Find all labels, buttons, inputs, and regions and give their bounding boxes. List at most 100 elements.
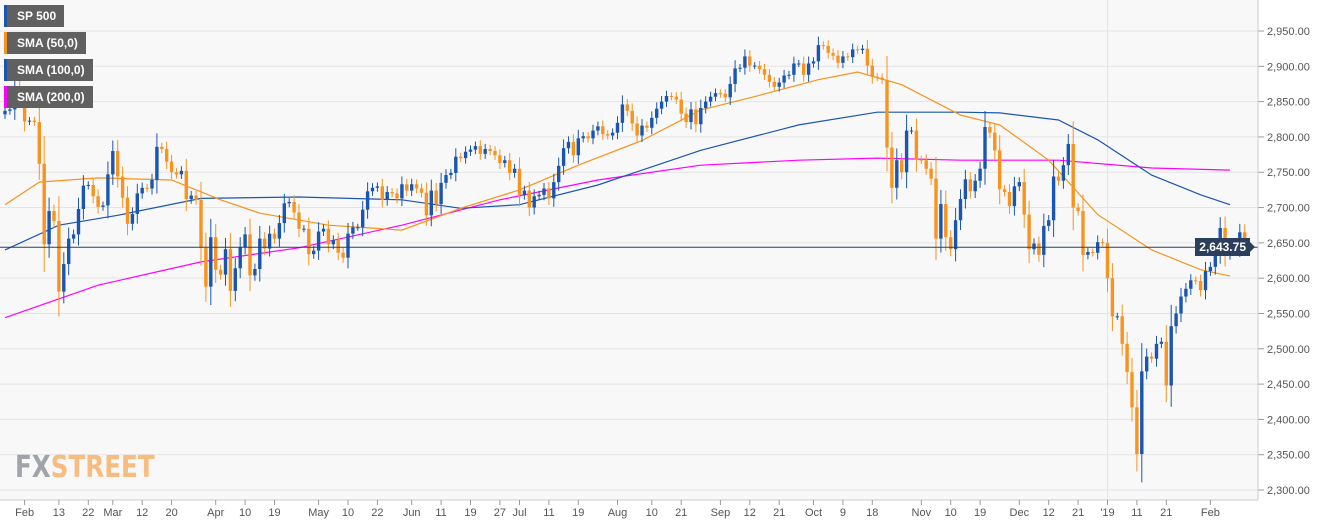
legend-sma200[interactable]: SMA (200,0): [4, 86, 93, 108]
candle-body: [341, 252, 345, 258]
x-tick-label: 20: [165, 507, 177, 519]
candle-body: [189, 195, 193, 200]
candle: [875, 73, 879, 82]
x-tick-label: 27: [494, 507, 506, 519]
candle-body: [757, 65, 762, 70]
candle-body: [1017, 182, 1021, 187]
candle-body: [297, 212, 301, 229]
candle-body: [914, 130, 919, 160]
x-tick-label: 12: [1043, 507, 1055, 519]
candle: [733, 60, 737, 93]
legend-sma100[interactable]: SMA (100,0): [4, 59, 93, 81]
candle: [620, 95, 625, 132]
candle: [757, 61, 762, 74]
x-tick-label: Sep: [711, 507, 731, 519]
candle-body: [900, 160, 904, 173]
candle-body: [645, 125, 649, 128]
candle: [806, 56, 811, 82]
candle: [111, 140, 115, 185]
candle: [968, 172, 972, 199]
logo-street: STREET: [50, 450, 155, 485]
candle-body: [561, 148, 566, 166]
candle-body: [552, 182, 556, 199]
candle: [1130, 357, 1134, 422]
candle-body: [140, 187, 144, 194]
candle: [91, 178, 95, 204]
candle-body: [76, 208, 81, 235]
candle: [62, 252, 66, 304]
candle: [704, 96, 708, 114]
candle: [429, 179, 433, 227]
candle-body: [375, 186, 380, 188]
candle-body: [1154, 343, 1159, 359]
candle: [253, 263, 257, 281]
candle: [929, 162, 933, 186]
candle: [1042, 213, 1046, 268]
candle-body: [356, 227, 360, 229]
x-tick-label: Mar: [103, 507, 122, 519]
candle: [973, 174, 977, 199]
candle: [630, 103, 634, 131]
candle: [998, 135, 1002, 205]
x-tick-label: Jul: [512, 507, 526, 519]
candle: [802, 56, 806, 82]
candle-body: [870, 65, 874, 77]
candle-body: [953, 220, 958, 250]
candle: [1091, 248, 1095, 257]
candle-body: [581, 136, 585, 139]
candle: [517, 157, 522, 207]
candle-body: [390, 192, 394, 194]
candle-body: [821, 45, 825, 47]
y-tick-label: 2,650.00: [1267, 238, 1310, 250]
candle-body: [635, 123, 639, 136]
candle-body: [277, 223, 282, 239]
y-tick-label: 2,400.00: [1267, 414, 1310, 426]
x-tick-label: 10: [945, 507, 957, 519]
candle: [924, 154, 928, 175]
candle: [42, 136, 46, 272]
candle: [890, 131, 894, 204]
x-tick-label: 11: [1131, 507, 1142, 519]
candle: [718, 89, 723, 98]
candle: [150, 173, 154, 195]
legend-sp500[interactable]: SP 500: [4, 5, 65, 27]
candle: [625, 99, 629, 117]
candle: [3, 106, 7, 119]
candle-body: [120, 176, 125, 198]
candle: [963, 169, 968, 209]
candle: [1002, 184, 1007, 197]
candle: [385, 186, 389, 206]
candle: [699, 99, 703, 133]
candle-body: [601, 126, 605, 135]
candle-body: [615, 122, 620, 133]
candle-body: [248, 234, 252, 276]
candle: [1105, 228, 1110, 293]
candle: [390, 188, 394, 198]
candle-body: [228, 249, 233, 291]
candle-body: [1164, 341, 1168, 386]
candle-body: [410, 184, 414, 191]
candle-body: [429, 190, 433, 216]
candle: [944, 190, 948, 251]
candle-body: [439, 182, 443, 205]
candle-body: [111, 151, 115, 175]
candle: [949, 230, 953, 257]
candle-body: [194, 195, 198, 200]
candle-body: [762, 69, 767, 75]
candle-body: [1066, 143, 1070, 166]
candle: [596, 121, 600, 136]
candle: [405, 178, 409, 197]
candle: [782, 69, 786, 89]
candle-body: [806, 63, 811, 75]
candle-body: [1042, 225, 1046, 255]
candle-body: [733, 68, 737, 84]
x-tick-label: Feb: [1201, 507, 1220, 519]
candle: [209, 218, 213, 306]
candle-body: [321, 228, 326, 232]
candle-body: [493, 151, 497, 156]
candle-body: [743, 56, 747, 68]
legend-sma50[interactable]: SMA (50,0): [4, 32, 86, 54]
candle-body: [655, 108, 659, 118]
candle: [483, 143, 487, 159]
candle: [1145, 348, 1149, 380]
